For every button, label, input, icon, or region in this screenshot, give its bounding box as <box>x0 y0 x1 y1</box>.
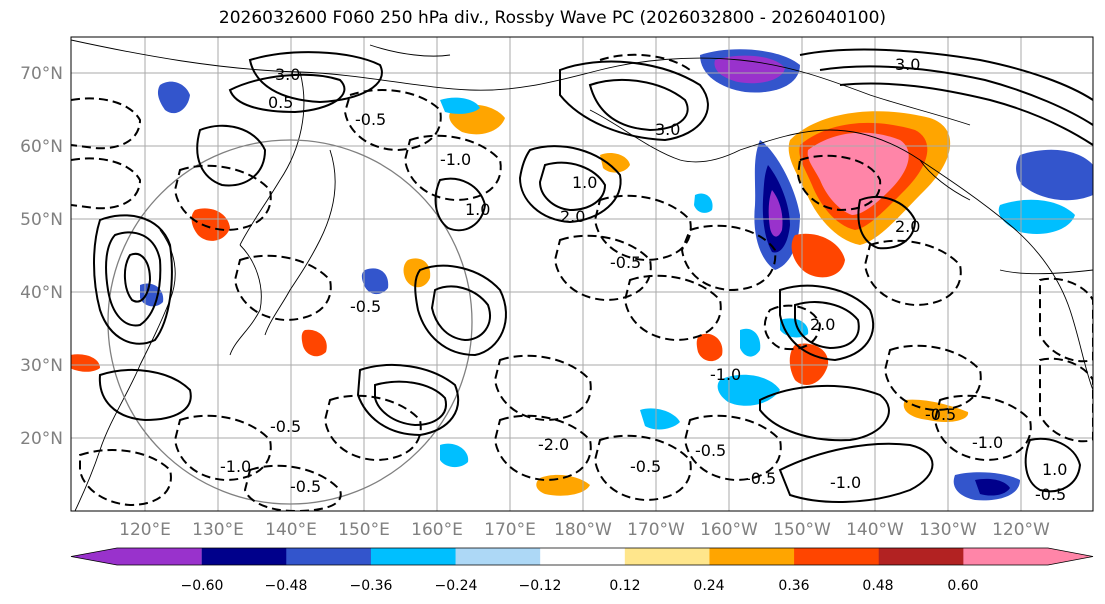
colorbar-tick-label: 0.60 <box>947 578 978 594</box>
contour-label: -0.5 <box>355 110 386 129</box>
lon-label: 130°E <box>192 520 244 540</box>
contour-label: -0.5 <box>270 417 301 436</box>
coastlines <box>71 39 1093 511</box>
contour-label: 1.0 <box>1042 460 1067 479</box>
contour-label: -0.5 <box>610 253 641 272</box>
colorbar-outline <box>70 547 1094 566</box>
lat-label: 20°N <box>20 429 63 449</box>
dashed-contours <box>71 53 1093 511</box>
map-title: 2026032600 F060 250 hPa div., Rossby Wav… <box>218 8 887 28</box>
colorbar-swatch <box>794 548 880 565</box>
contour-label: -1.0 <box>830 473 861 492</box>
lon-label: 170°W <box>627 520 685 540</box>
contour-label: 1.0 <box>465 200 490 219</box>
lon-label: 140°W <box>846 520 904 540</box>
colorbar-tick-label: −0.24 <box>435 578 478 594</box>
lon-label: 150°W <box>773 520 831 540</box>
contour-labels: 3.0 2.0 0.5 -0.5 -1.0 1.0 3.0 -0.5 2.0 1… <box>220 55 1067 504</box>
colorbar-swatch <box>370 548 457 565</box>
colorbar-tick-label: −0.36 <box>350 578 393 594</box>
contour-label: -0.5 <box>350 297 381 316</box>
lat-label: 30°N <box>20 356 63 376</box>
contour-label: 2.0 <box>895 217 920 236</box>
colorbar-swatch <box>286 548 372 565</box>
lon-label: 140°E <box>265 520 317 540</box>
lon-label: 160°W <box>700 520 758 540</box>
contour-label: 2.0 <box>810 315 835 334</box>
contour-label: -2.0 <box>538 435 569 454</box>
colorbar: −0.60 −0.48 −0.36 −0.24 −0.12 0.12 0.24 … <box>70 547 1094 594</box>
contour-label: -0.5 <box>290 477 321 496</box>
lon-label: 170°E <box>484 520 536 540</box>
colorbar-swatch <box>540 548 626 565</box>
lat-label: 70°N <box>20 64 63 84</box>
colorbar-swatch <box>878 548 964 565</box>
colorbar-tick-label: −0.12 <box>519 578 562 594</box>
contour-label: -1.0 <box>710 365 741 384</box>
colorbar-tick-label: 0.12 <box>609 578 640 594</box>
colorbar-tick-label: −0.48 <box>265 578 308 594</box>
lat-label: 40°N <box>20 283 63 303</box>
contour-label: -0.5 <box>745 469 776 488</box>
colorbar-swatch <box>963 548 1093 565</box>
graticule <box>71 37 1093 511</box>
latitude-labels: 70°N 60°N 50°N 40°N 30°N 20°N <box>20 64 63 449</box>
plot-frame <box>70 36 1094 512</box>
contour-label: -0.5 <box>1035 485 1066 504</box>
rossby-circle <box>107 139 473 505</box>
lon-label: 120°E <box>119 520 171 540</box>
contour-label: -0.5 <box>695 441 726 460</box>
divergence-shading <box>71 49 1093 501</box>
colorbar-tick-labels: −0.60 −0.48 −0.36 −0.24 −0.12 0.12 0.24 … <box>181 578 979 594</box>
contour-label: -0.5 <box>630 457 661 476</box>
contour-label: 2.0 <box>560 207 585 226</box>
longitude-labels: 120°E 130°E 140°E 150°E 160°E 170°E 180°… <box>119 520 1050 540</box>
contour-label: 3.0 <box>275 65 300 84</box>
lon-label: 130°W <box>919 520 977 540</box>
colorbar-tick-label: 0.24 <box>693 578 724 594</box>
plot-area <box>71 37 1093 511</box>
contour-label: -1.0 <box>440 150 471 169</box>
colorbar-tick-label: −0.60 <box>181 578 224 594</box>
contour-label: 3.0 <box>895 55 920 74</box>
lon-label: 160°E <box>411 520 463 540</box>
colorbar-tick-label: 0.48 <box>862 578 893 594</box>
colorbar-swatch <box>709 548 795 565</box>
contour-label: 0.5 <box>268 93 293 112</box>
contour-label: 1.0 <box>572 173 597 192</box>
contour-label: -1.0 <box>220 457 251 476</box>
contour-label: -0.5 <box>925 405 956 424</box>
lon-label: 120°W <box>992 520 1050 540</box>
colorbar-swatch <box>455 548 541 565</box>
lon-label: 150°E <box>338 520 390 540</box>
colorbar-swatch <box>71 548 202 565</box>
colorbar-swatch <box>201 548 287 565</box>
colorbar-tick-label: 0.36 <box>778 578 809 594</box>
lon-label: 180°W <box>554 520 612 540</box>
contour-label: -1.0 <box>972 433 1003 452</box>
contour-label: 3.0 <box>655 120 680 139</box>
solid-contours <box>93 48 1093 503</box>
lat-label: 50°N <box>20 210 63 230</box>
lat-label: 60°N <box>20 137 63 157</box>
colorbar-swatch <box>624 548 710 565</box>
